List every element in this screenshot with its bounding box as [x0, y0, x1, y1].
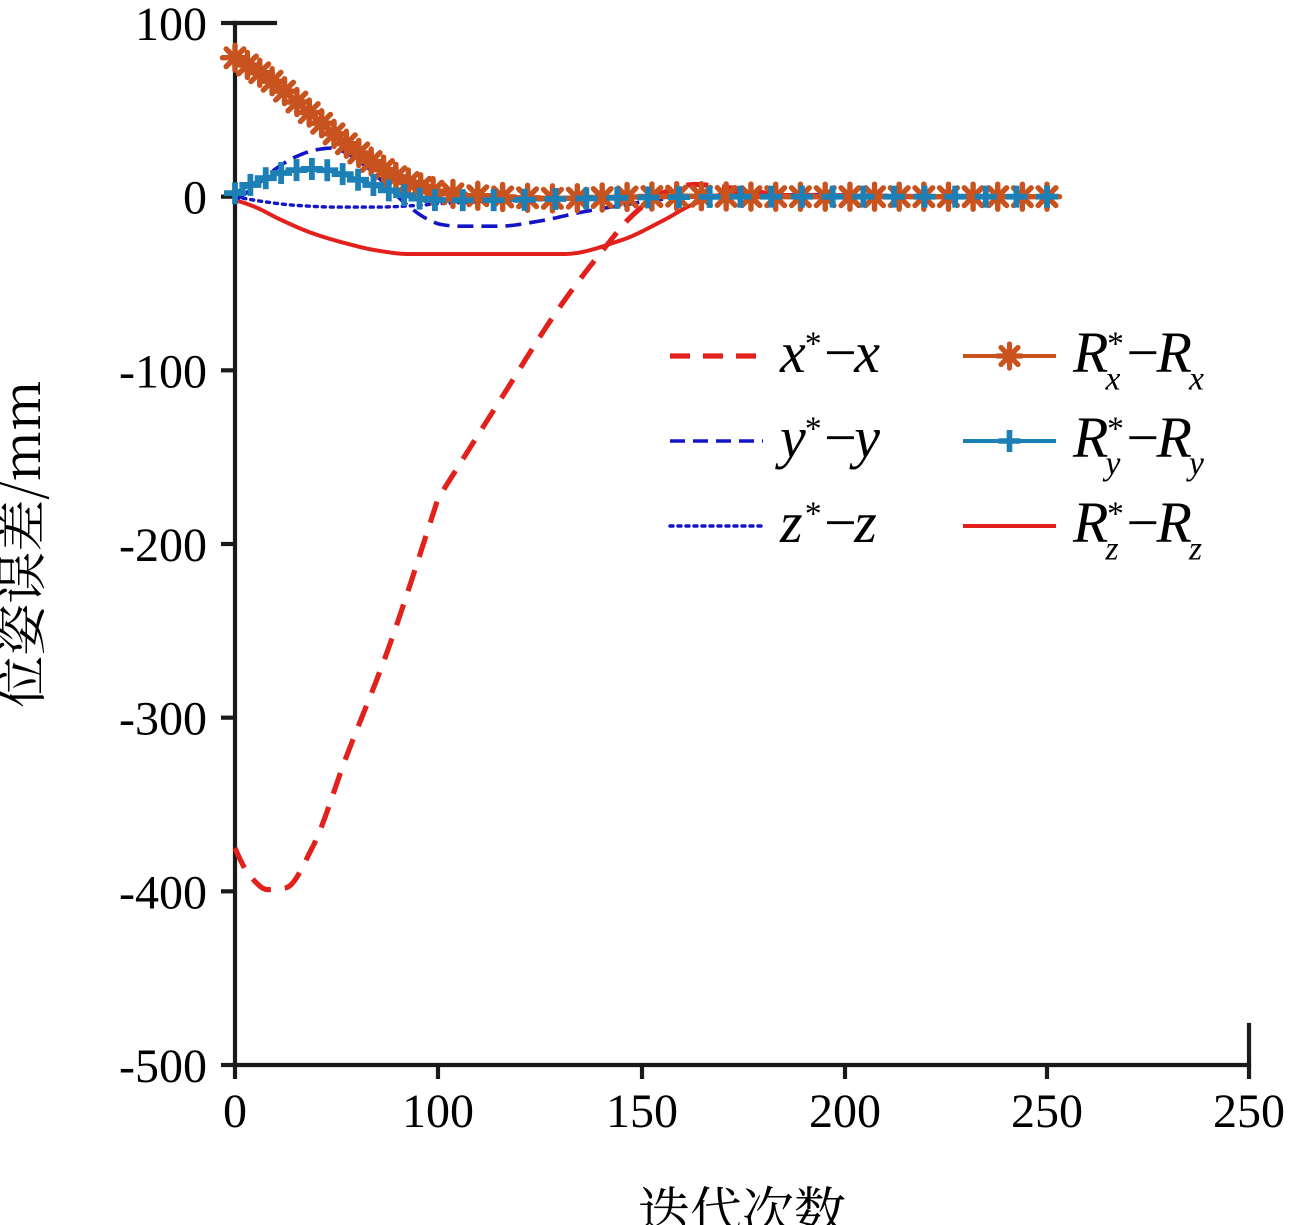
svg-text:-200: -200	[119, 519, 207, 572]
svg-text:250: 250	[1213, 1085, 1285, 1138]
svg-text:*: *	[1105, 496, 1122, 533]
svg-text:*: *	[1105, 411, 1122, 448]
svg-text:−: −	[824, 320, 857, 385]
svg-text:y: y	[775, 405, 806, 470]
svg-text:x: x	[1188, 360, 1204, 397]
svg-text:100: 100	[402, 1085, 474, 1138]
svg-text:−: −	[1126, 320, 1159, 385]
svg-text:-300: -300	[119, 693, 207, 746]
svg-text:y: y	[1102, 445, 1120, 482]
svg-text:-400: -400	[119, 866, 207, 919]
svg-text:y: y	[849, 405, 880, 470]
svg-text:位姿误差/mm: 位姿误差/mm	[0, 380, 55, 708]
svg-text:z: z	[1104, 530, 1118, 567]
svg-text:−: −	[824, 405, 857, 470]
svg-text:R: R	[1155, 405, 1191, 470]
svg-text:*: *	[803, 411, 820, 448]
svg-text:z: z	[779, 490, 803, 555]
svg-text:x: x	[779, 320, 806, 385]
svg-text:迭代次数: 迭代次数	[638, 1170, 846, 1225]
svg-text:R: R	[1155, 320, 1191, 385]
svg-text:100: 100	[135, 0, 207, 51]
svg-text:−: −	[1126, 490, 1159, 555]
svg-text:*: *	[803, 496, 820, 533]
svg-text:y: y	[1186, 445, 1204, 482]
svg-text:z: z	[1188, 530, 1202, 567]
svg-text:−: −	[1126, 405, 1159, 470]
svg-text:x: x	[1104, 360, 1120, 397]
svg-text:200: 200	[809, 1085, 881, 1138]
svg-text:R: R	[1072, 405, 1108, 470]
svg-text:R: R	[1072, 320, 1108, 385]
svg-text:0: 0	[223, 1085, 247, 1138]
svg-text:-100: -100	[119, 345, 207, 398]
svg-text:R: R	[1072, 490, 1108, 555]
svg-text:0: 0	[183, 172, 207, 225]
svg-text:*: *	[803, 326, 820, 363]
svg-text:z: z	[853, 490, 877, 555]
svg-text:x: x	[853, 320, 880, 385]
svg-text:250: 250	[1011, 1085, 1083, 1138]
svg-text:−: −	[824, 490, 857, 555]
svg-text:*: *	[1105, 326, 1122, 363]
svg-text:R: R	[1155, 490, 1191, 555]
svg-text:-500: -500	[119, 1040, 207, 1093]
svg-text:150: 150	[606, 1085, 678, 1138]
